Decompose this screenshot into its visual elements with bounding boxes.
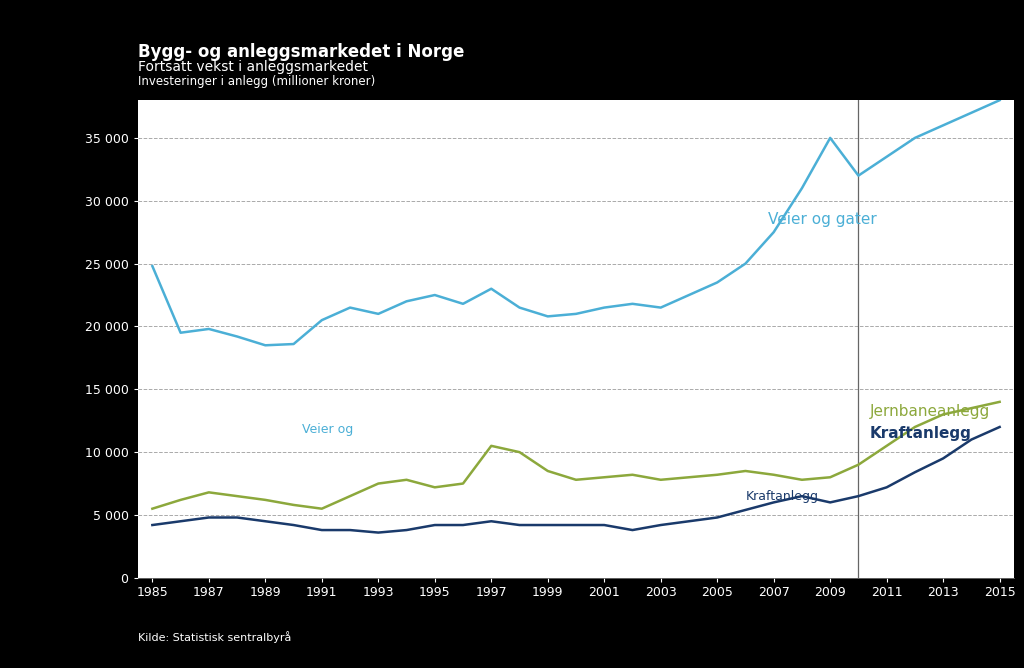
Text: Bygg- og anleggsmarkedet i Norge: Bygg- og anleggsmarkedet i Norge <box>138 43 465 61</box>
Text: Kraftanlegg: Kraftanlegg <box>745 490 818 502</box>
Text: Investeringer i anlegg (millioner kroner): Investeringer i anlegg (millioner kroner… <box>138 75 376 88</box>
Text: Veier og gater: Veier og gater <box>768 212 877 227</box>
Text: Fortsatt vekst i anleggsmarkedet: Fortsatt vekst i anleggsmarkedet <box>138 60 369 74</box>
Text: Veier og: Veier og <box>302 423 353 436</box>
Text: Kilde: Statistisk sentralbyrå: Kilde: Statistisk sentralbyrå <box>138 631 292 643</box>
Text: Kraftanlegg: Kraftanlegg <box>869 426 972 441</box>
Text: Jernbaneanlegg: Jernbaneanlegg <box>869 404 990 420</box>
